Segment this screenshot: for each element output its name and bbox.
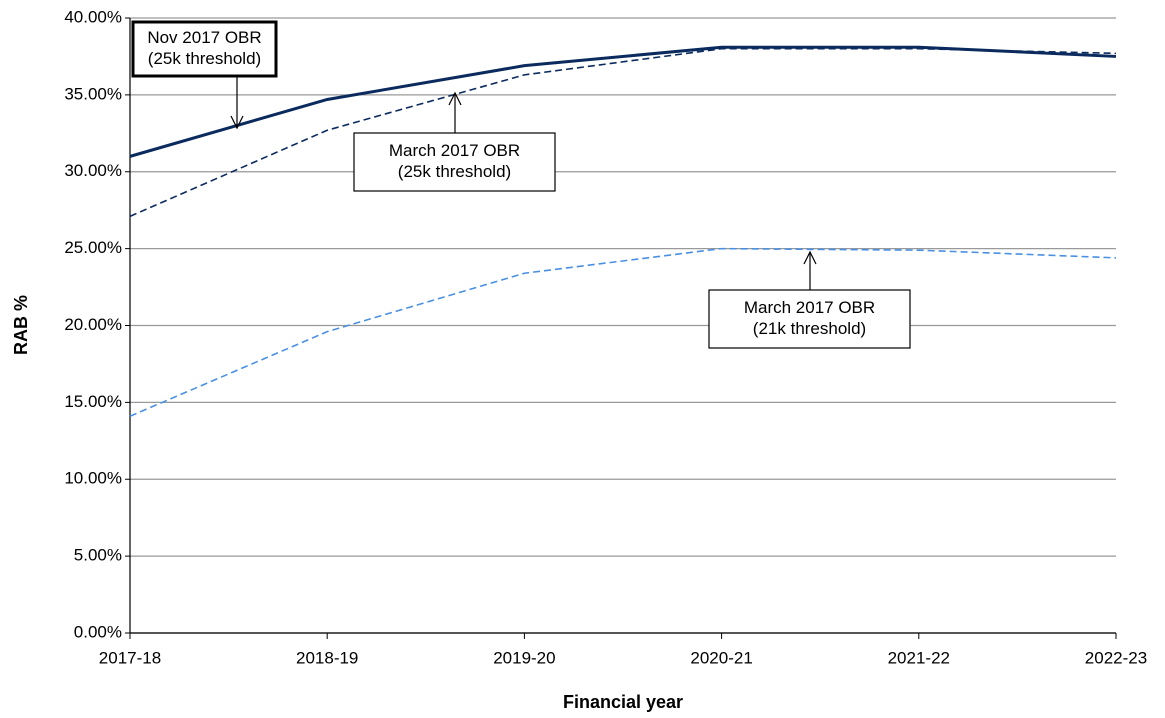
y-tick-label: 0.00% xyxy=(74,622,122,641)
y-tick-label: 5.00% xyxy=(74,546,122,565)
annotation-box xyxy=(708,289,911,349)
annotation: March 2017 OBR (21k threshold) xyxy=(708,250,911,349)
annotation-box xyxy=(131,20,278,78)
arrow-head xyxy=(448,91,462,106)
y-tick-label: 35.00% xyxy=(64,84,122,103)
x-tick-label: 2021-22 xyxy=(888,648,950,667)
annotation-box xyxy=(353,132,556,192)
y-tick-label: 15.00% xyxy=(64,392,122,411)
arrow-head xyxy=(803,250,817,265)
x-axis-title: Financial year xyxy=(563,692,683,712)
annotation-text: Nov 2017 OBR xyxy=(147,28,261,47)
x-tick-label: 2018-19 xyxy=(296,648,358,667)
arrow-head xyxy=(230,115,244,130)
y-tick-label: 30.00% xyxy=(64,161,122,180)
x-tick-label: 2022-23 xyxy=(1085,648,1147,667)
annotation-text: (21k threshold) xyxy=(753,319,866,338)
series-line xyxy=(129,247,1117,417)
x-tick-label: 2020-21 xyxy=(690,648,752,667)
series-line xyxy=(129,47,1117,218)
annotation-text: March 2017 OBR xyxy=(389,141,520,160)
y-axis-title: RAB % xyxy=(11,295,31,355)
annotation-text: March 2017 OBR xyxy=(744,298,875,317)
y-tick-label: 10.00% xyxy=(64,469,122,488)
annotation-text: (25k threshold) xyxy=(148,49,261,68)
x-tick-label: 2019-20 xyxy=(493,648,555,667)
y-tick-label: 40.00% xyxy=(64,7,122,26)
y-tick-label: 25.00% xyxy=(64,238,122,257)
annotation: Nov 2017 OBR (25k threshold) xyxy=(131,20,278,130)
series-line xyxy=(129,45,1117,158)
x-tick-label: 2017-18 xyxy=(99,648,161,667)
annotation-text: (25k threshold) xyxy=(398,162,511,181)
y-tick-label: 20.00% xyxy=(64,315,122,334)
annotation: March 2017 OBR (25k threshold) xyxy=(353,91,556,192)
